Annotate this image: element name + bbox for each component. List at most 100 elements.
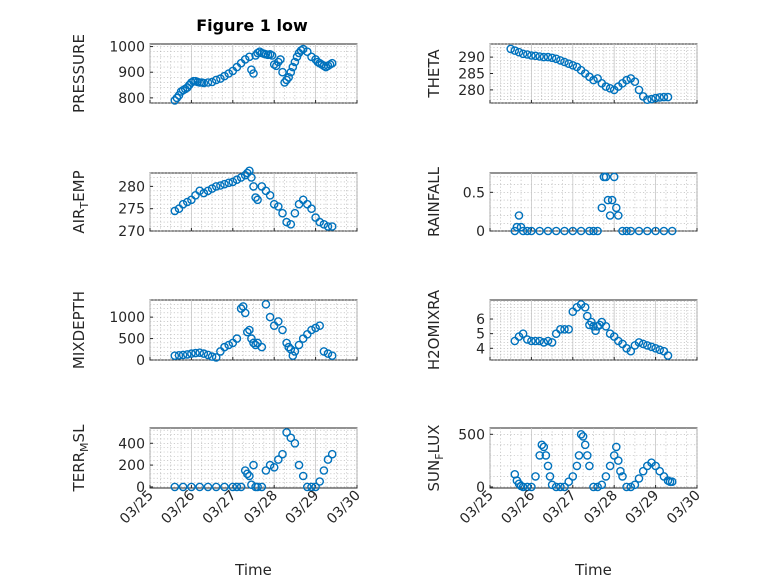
- data-point: [647, 342, 656, 352]
- plot-area: [489, 427, 698, 489]
- data-point: [568, 226, 578, 236]
- x-tick-label: 03/28: [241, 488, 281, 528]
- data-point: [643, 341, 652, 350]
- data-point: [203, 186, 213, 196]
- data-point: [284, 73, 294, 82]
- y-tick-label: 290: [458, 50, 485, 66]
- data-point: [667, 477, 677, 487]
- data-point: [655, 466, 665, 476]
- data-point: [203, 482, 213, 492]
- data-point: [307, 325, 316, 335]
- data-point: [601, 82, 611, 91]
- data-point: [638, 339, 648, 349]
- data-point: [278, 325, 287, 335]
- data-point: [315, 477, 325, 486]
- data-point: [203, 78, 213, 87]
- data-point: [651, 93, 660, 103]
- data-point: [622, 75, 631, 85]
- data-point: [288, 351, 298, 361]
- data-point: [651, 226, 660, 236]
- data-point: [323, 349, 333, 358]
- data-point: [551, 54, 561, 64]
- y-tick-label: 1000: [109, 40, 145, 56]
- data-point: [609, 451, 619, 460]
- data-point: [315, 321, 325, 331]
- data-point: [576, 429, 586, 439]
- data-point: [647, 94, 656, 104]
- data-point: [302, 47, 312, 57]
- y-tick-label: 900: [118, 65, 145, 81]
- y-axis-label: PRESSURE: [70, 34, 88, 113]
- data-point: [261, 299, 271, 309]
- data-point: [560, 226, 569, 236]
- data-point: [572, 461, 582, 471]
- data-point: [232, 482, 242, 492]
- data-point: [667, 226, 677, 236]
- data-point: [543, 336, 553, 346]
- data-point: [585, 226, 594, 236]
- y-tick-label: 4: [476, 341, 485, 357]
- data-point: [585, 461, 594, 471]
- data-point: [518, 329, 528, 339]
- data-point: [282, 75, 291, 85]
- data-point: [265, 190, 275, 200]
- data-point: [242, 327, 252, 337]
- data-point: [523, 482, 532, 492]
- y-tick-label: 270: [118, 224, 145, 240]
- data-point: [564, 477, 574, 487]
- data-point: [518, 482, 528, 492]
- data-point: [178, 199, 188, 209]
- plot-area: [489, 172, 698, 232]
- y-tick-label: 0.5: [463, 185, 485, 201]
- data-point: [273, 455, 283, 464]
- data-point: [294, 460, 304, 470]
- data-point: [257, 482, 267, 492]
- data-point: [531, 51, 540, 61]
- data-point: [622, 482, 631, 492]
- data-point: [290, 438, 300, 448]
- x-tick-label: 03/27: [540, 488, 580, 528]
- data-point: [276, 55, 285, 64]
- y-axis-label: H2OMIXRA: [425, 289, 443, 370]
- data-point: [290, 57, 300, 67]
- y-tick-label: 280: [118, 179, 145, 195]
- data-point: [605, 461, 615, 471]
- data-point: [560, 57, 569, 67]
- data-point: [278, 208, 287, 218]
- data-point: [634, 474, 644, 483]
- y-tick-label: 5: [476, 327, 485, 343]
- data-point: [630, 480, 640, 490]
- y-tick-label: 800: [118, 91, 145, 107]
- data-point: [170, 351, 180, 361]
- y-tick-label: 280: [458, 83, 485, 99]
- data-point: [527, 336, 536, 346]
- data-point: [211, 482, 221, 492]
- data-point: [603, 195, 613, 205]
- data-point: [609, 172, 619, 182]
- y-tick-label: 0: [476, 224, 485, 240]
- data-point: [273, 202, 283, 211]
- data-point: [543, 461, 553, 471]
- data-point: [323, 222, 333, 231]
- data-point: [178, 482, 188, 492]
- data-point: [269, 199, 279, 209]
- data-point: [211, 182, 221, 191]
- data-point: [539, 442, 549, 452]
- data-point: [257, 342, 267, 352]
- data-point: [187, 482, 196, 492]
- data-point: [593, 226, 602, 236]
- data-point: [282, 217, 291, 227]
- data-point: [216, 181, 225, 190]
- data-point: [614, 456, 623, 465]
- y-tick-label: 400: [118, 436, 145, 452]
- data-point: [663, 92, 673, 102]
- data-point: [220, 71, 229, 81]
- data-point: [319, 219, 329, 229]
- data-point: [199, 78, 209, 88]
- data-point: [327, 449, 337, 459]
- data-point: [659, 226, 669, 236]
- data-point: [245, 325, 254, 335]
